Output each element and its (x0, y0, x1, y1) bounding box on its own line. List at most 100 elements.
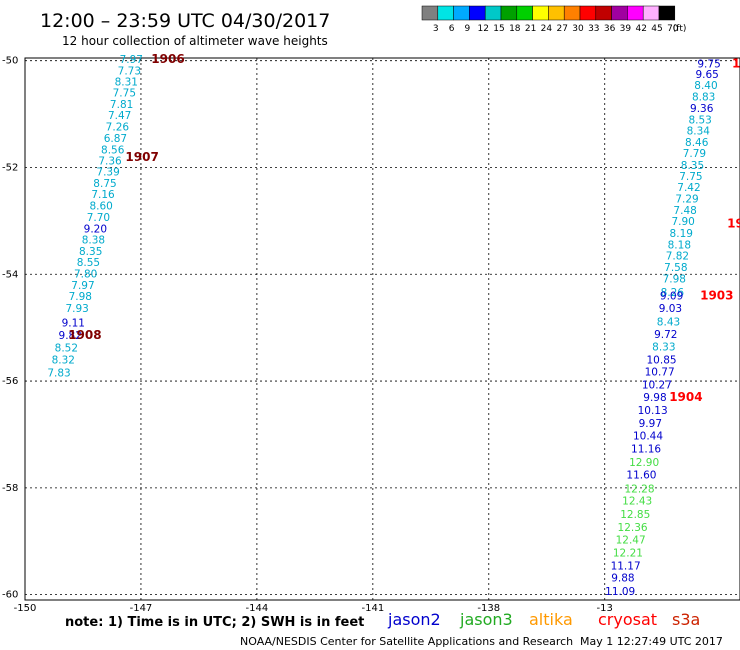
wave-height-value: 9.72 (654, 329, 677, 341)
legend-label: 36 (604, 24, 616, 34)
legend-swatch (516, 5, 533, 21)
wave-height-value: 7.97 (71, 280, 94, 292)
wave-height-value: 7.93 (65, 303, 88, 315)
legend-label: 12 (477, 24, 488, 34)
wave-height-value: 8.38 (82, 235, 105, 247)
wave-height-value: 9.98 (643, 392, 666, 404)
wave-height-value: 7.47 (108, 110, 131, 122)
y-axis: -50 -52 -54 -56 -58 -60 (2, 56, 18, 601)
legend-swatch (453, 5, 470, 21)
wave-height-value: 7.90 (671, 216, 694, 228)
legend-label: 15 (493, 24, 504, 34)
wave-height-value: 7.98 (663, 274, 686, 286)
wave-height-value: 8.18 (668, 239, 691, 251)
wave-height-value: 8.34 (687, 126, 711, 138)
wave-height-value: 7.70 (87, 212, 110, 224)
legend-swatch (595, 5, 612, 21)
pass-time-label: 1908 (68, 328, 101, 342)
wave-height-value: 10.77 (645, 366, 675, 378)
wave-height-points: 7.977.738.317.757.817.477.266.878.567.36… (47, 54, 720, 598)
legend-swatch (421, 5, 439, 21)
x-axis: -150 -147 -144 -141 -138 -13 (14, 603, 613, 614)
satellite-name: jason2 (387, 610, 441, 629)
wave-height-value: 8.40 (694, 80, 717, 92)
wave-height-value: 11.60 (626, 470, 656, 482)
wave-height-value: 7.83 (47, 368, 70, 380)
wave-height-value: 9.03 (659, 303, 682, 315)
plot-frame (24, 57, 740, 601)
wave-height-value: 7.97 (120, 54, 143, 66)
wave-height-value: 7.29 (675, 193, 698, 205)
wave-height-value: 10.44 (633, 431, 663, 443)
wave-height-value: 12.28 (624, 483, 654, 495)
wave-height-value: 9.97 (639, 418, 662, 430)
legend-label: 24 (541, 24, 553, 34)
legend-swatch (437, 5, 454, 21)
y-tick-label: -58 (2, 483, 18, 494)
wave-height-value: 7.26 (106, 121, 130, 133)
pass-time-labels: 1906 1907 1908 1 1903 1903 1904 (68, 52, 740, 404)
legend-swatch (642, 5, 660, 21)
x-tick-label: -150 (14, 603, 37, 614)
x-tick-label: -144 (246, 603, 269, 614)
legend-label: 33 (588, 24, 599, 34)
wave-height-value: 8.60 (89, 200, 112, 212)
legend-label: (ft) (673, 24, 687, 34)
wave-height-value: 12.21 (613, 547, 643, 559)
wave-height-value: 9.09 (660, 291, 683, 303)
x-tick-label: -141 (361, 603, 384, 614)
wave-height-value: 12.47 (616, 535, 646, 547)
wave-height-value: 7.58 (664, 262, 687, 274)
wave-height-value: 8.46 (685, 137, 709, 149)
wave-height-value: 7.42 (677, 182, 700, 194)
satellite-name: jason3 (459, 610, 513, 629)
wave-height-value: 12.36 (618, 522, 648, 534)
pass-time-label: 1907 (125, 150, 158, 164)
wave-height-value: 7.75 (113, 88, 136, 100)
pass-time-label: 1903 (700, 289, 733, 303)
legend-swatch (627, 5, 644, 21)
wave-height-value: 8.26 (661, 287, 685, 299)
legend-label: 42 (635, 24, 646, 34)
wave-height-value: 11.17 (611, 560, 641, 572)
y-tick-label: -60 (2, 590, 18, 601)
wave-height-value: 7.98 (69, 291, 92, 303)
legend-label: 27 (556, 24, 567, 34)
legend-label: 18 (509, 24, 521, 34)
wave-height-value: 10.27 (642, 379, 672, 391)
legend-swatch (532, 5, 549, 21)
wave-height-value: 8.55 (77, 257, 100, 269)
legend-label: 21 (525, 24, 536, 34)
wave-height-value: 7.81 (110, 99, 133, 111)
satellite-name: s3a (672, 610, 700, 629)
y-tick-label: -56 (2, 376, 18, 387)
wave-height-value: 12.43 (622, 496, 652, 508)
wave-height-value: 9.36 (690, 103, 714, 115)
footer-credit: NOAA/NESDIS Center for Satellite Applica… (240, 635, 573, 648)
legend-swatch (548, 5, 565, 21)
wave-height-value: 7.79 (683, 148, 706, 160)
x-tick-label: -147 (130, 603, 153, 614)
wave-height-value: 11.16 (631, 443, 661, 455)
color-legend: 3 6 9 12 15 18 21 24 27 30 33 36 39 42 45 70(ft) (421, 5, 687, 34)
wave-height-value: 8.53 (688, 114, 711, 126)
wave-height-value: 7.80 (74, 269, 97, 281)
wave-height-value: 8.56 (101, 144, 125, 156)
wave-height-value: 8.31 (115, 76, 138, 88)
satellite-name: cryosat (598, 610, 657, 629)
legend-swatch (658, 5, 676, 21)
legend-swatch (563, 5, 581, 21)
wave-height-value: 8.43 (657, 316, 680, 328)
wave-height-value: 9.82 (59, 330, 82, 342)
wave-height-value: 12.90 (629, 457, 659, 469)
legend-swatch (611, 5, 628, 21)
x-tick-label: -138 (477, 603, 500, 614)
wave-height-value: 7.75 (679, 171, 702, 183)
legend-swatch (469, 5, 486, 21)
wave-height-value: 8.83 (692, 91, 715, 103)
wave-height-value: 8.52 (55, 342, 78, 354)
satellite-name: altika (529, 610, 573, 629)
legend-label: 45 (651, 24, 662, 34)
wave-height-value: 8.75 (93, 178, 116, 190)
wave-height-value: 8.35 (681, 160, 704, 172)
